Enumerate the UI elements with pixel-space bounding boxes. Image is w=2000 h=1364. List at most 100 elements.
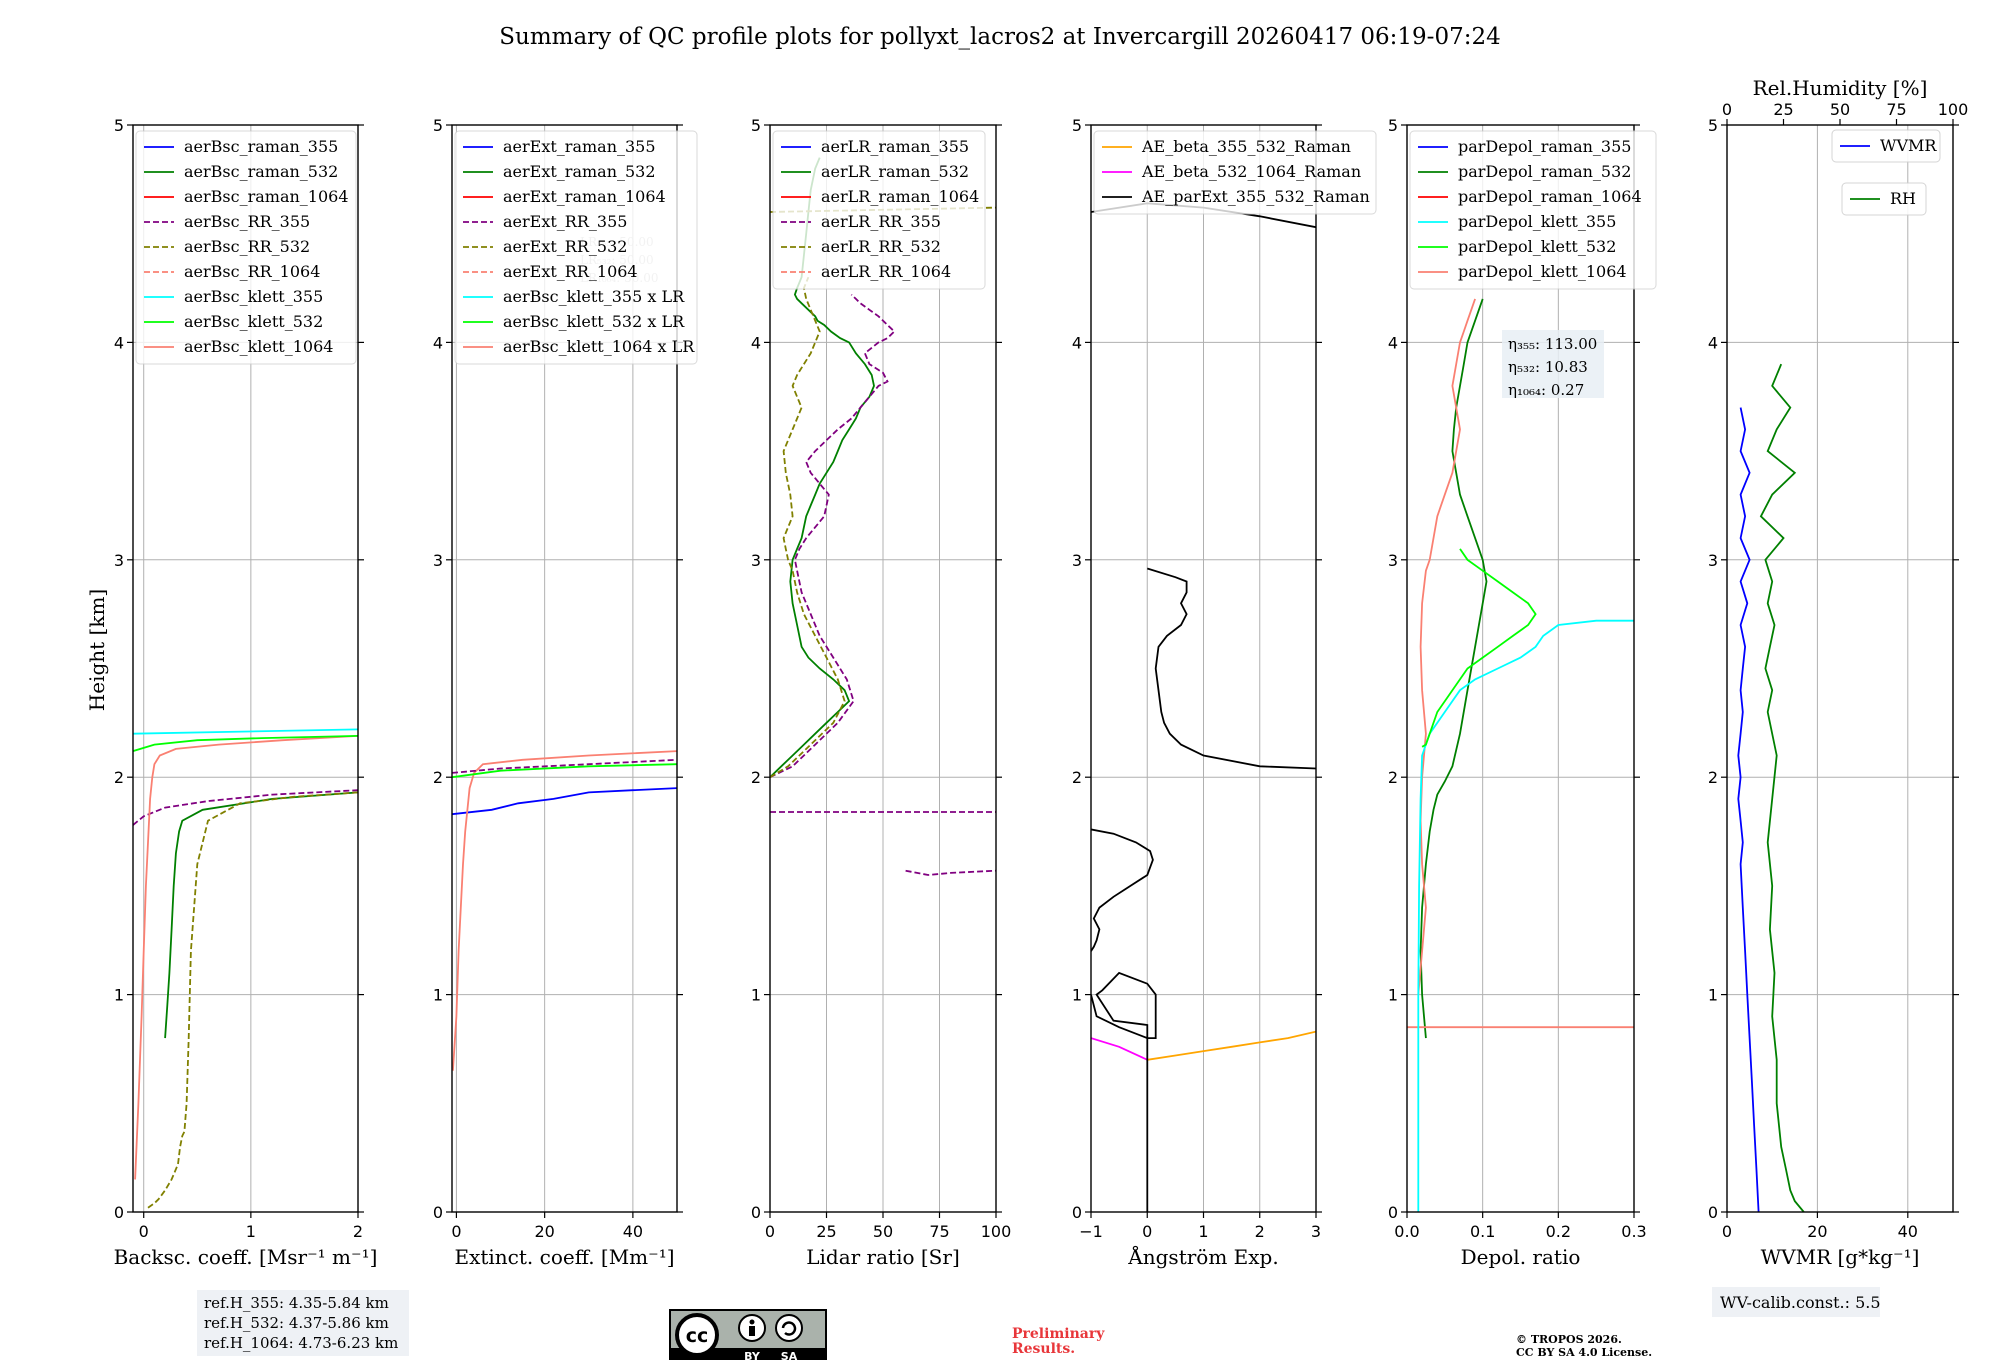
legend-label: aerBsc_raman_355 [184, 137, 338, 156]
top-x-tick-label: 75 [1886, 100, 1906, 119]
series-line-ae-0 [1147, 1030, 1316, 1061]
top-axis-label: Rel.Humidity [%] [1753, 76, 1928, 100]
y-tick-label: 0 [1388, 1203, 1398, 1222]
figure-title: Summary of QC profile plots for pollyxt_… [499, 24, 1500, 50]
legend-label: parDepol_klett_532 [1458, 237, 1616, 256]
legend-label: aerBsc_RR_355 [184, 212, 310, 231]
y-tick-label: 3 [751, 551, 761, 570]
series-line-ext-1 [452, 750, 677, 1071]
legend-box [1831, 129, 1941, 163]
legend-box [1093, 130, 1377, 215]
by-icon-head [749, 1319, 755, 1325]
y-tick-label: 2 [1388, 768, 1398, 787]
legend-label: aerBsc_klett_355 x LR [503, 287, 685, 306]
series-line-wv-0 [1737, 407, 1760, 1212]
legend-label: aerBsc_raman_532 [184, 162, 338, 181]
legend-label: parDepol_klett_1064 [1458, 262, 1627, 281]
copyright-line2: CC BY SA 4.0 License. [1516, 1346, 1652, 1359]
legend-label: aerExt_RR_532 [503, 237, 627, 256]
x-tick-label: 1 [246, 1222, 256, 1241]
ref-height-355: ref.H_355: 4.35-5.84 km [204, 1294, 389, 1312]
legend-label: AE_beta_532_1064_Raman [1141, 162, 1361, 181]
legend-label: AE_parExt_355_532_Raman [1141, 187, 1370, 206]
top-x-tick-label: 50 [1830, 100, 1850, 119]
ref-height-532: ref.H_532: 4.37-5.86 km [204, 1314, 389, 1332]
legend-label: aerLR_RR_355 [821, 212, 941, 231]
y-tick-label: 1 [751, 986, 761, 1005]
legend-label: aerLR_raman_1064 [821, 187, 979, 206]
legend-dep: parDepol_raman_355 parDepol_raman_532 parD… [1409, 130, 1657, 290]
x-tick-label: 0 [139, 1222, 149, 1241]
x-tick-label: 0 [1722, 1222, 1732, 1241]
x-tick-label: 0.0 [1394, 1222, 1419, 1241]
y-tick-label: 5 [1388, 116, 1398, 135]
y-tick-label: 1 [1708, 986, 1718, 1005]
panel-ext: LR₃₅₅: 50.00LR₅₃₂: 50.00LR₁₀₆₄: 50.00020… [433, 116, 698, 1269]
y-tick-label: 0 [1072, 1203, 1082, 1222]
y-tick-label: 3 [433, 551, 443, 570]
eta-532: η₅₃₂: 10.83 [1508, 358, 1588, 376]
copyright-line1: © TROPOS 2026. [1516, 1333, 1622, 1346]
wv-calib-box: WV-calib.const.: 5.5 [1712, 1287, 1881, 1317]
legend-label: aerBsc_klett_355 [184, 287, 323, 306]
y-tick-label: 1 [114, 986, 124, 1005]
eta-box [1502, 330, 1604, 398]
x-axis-label-lr: Lidar ratio [Sr] [806, 1245, 960, 1269]
sa-icon [775, 1314, 803, 1342]
y-tick-label: 5 [751, 116, 761, 135]
legend-box [1409, 130, 1657, 290]
legend-label: parDepol_raman_532 [1458, 162, 1631, 181]
y-tick-label: 0 [751, 1203, 761, 1222]
eta-annotation: η₃₅₅: 113.00 η₅₃₂: 10.83 η₁₀₆₄: 0.27 [1502, 330, 1604, 399]
legend-label: aerBsc_RR_1064 [184, 262, 320, 281]
series-line-dep-1 [1417, 298, 1476, 995]
ref-height-1064: ref.H_1064: 4.73-6.23 km [204, 1334, 398, 1352]
y-tick-label: 4 [1072, 333, 1082, 352]
legend-label: aerBsc_klett_532 x LR [503, 312, 685, 331]
x-axis-label-ext: Extinct. coeff. [Mm⁻¹] [454, 1245, 674, 1269]
legend-label: AE_beta_355_532_Raman [1141, 137, 1351, 156]
legend-label: aerExt_RR_355 [503, 212, 627, 231]
legend-label: parDepol_klett_355 [1458, 212, 1616, 231]
legend-ext: aerExt_raman_355 aerExt_raman_532 aerExt_r… [454, 130, 698, 365]
x-tick-label: 1 [1198, 1222, 1208, 1241]
y-tick-label: 2 [114, 768, 124, 787]
x-axis-label-ae: Ångström Exp. [1127, 1244, 1278, 1269]
legend-label: aerBsc_klett_532 [184, 312, 323, 331]
series-line-ext-3 [452, 763, 677, 779]
panel-dep: 0.0 0.1 0.2 0.3 0 1 2 3 4 5 Depol. ratio parDepol_r… [1388, 116, 1657, 1269]
x-tick-label: 3 [1311, 1222, 1321, 1241]
series-line-bsc-4 [133, 735, 358, 752]
series-line-dep-4 [1421, 548, 1537, 748]
legend-label: WVMR [1880, 136, 1937, 155]
y-tick-label: 4 [114, 333, 124, 352]
y-tick-label: 2 [1072, 768, 1082, 787]
series-group [770, 157, 996, 876]
axes-frame [1406, 124, 1635, 1213]
x-tick-label: 0 [765, 1222, 775, 1241]
x-axis-label-dep: Depol. ratio [1461, 1245, 1581, 1269]
top-x-tick-label: 0 [1722, 100, 1732, 119]
y-tick-label: 5 [1072, 116, 1082, 135]
ref-heights-box: ref.H_355: 4.35-5.84 km ref.H_532: 4.37-… [197, 1290, 409, 1356]
series-line-bsc-2 [147, 791, 358, 1209]
y-tick-label: 5 [433, 116, 443, 135]
legend-label: aerBsc_RR_532 [184, 237, 310, 256]
series-line-ext-2 [452, 758, 677, 774]
legend-lr: aerLR_raman_355 aerLR_raman_532 aerLR_rama… [772, 130, 986, 290]
legend-label: aerLR_raman_355 [821, 137, 969, 156]
axes-frame [132, 124, 359, 1213]
series-line-lr-0 [770, 157, 875, 778]
y-tick-label: 4 [751, 333, 761, 352]
eta-355: η₃₅₅: 113.00 [1508, 335, 1597, 353]
series-line-ext-0 [452, 787, 677, 816]
legend-label: aerLR_raman_532 [821, 162, 969, 181]
y-tick-label: 3 [114, 551, 124, 570]
series-line-ae-4 [1147, 567, 1316, 770]
x-tick-label: 0.3 [1621, 1222, 1646, 1241]
y-tick-label: 5 [114, 116, 124, 135]
series-line-lr-2 [770, 276, 846, 778]
x-tick-label: 50 [873, 1222, 893, 1241]
x-tick-label: 0 [1142, 1222, 1152, 1241]
sa-icon-arrow [781, 1321, 797, 1336]
